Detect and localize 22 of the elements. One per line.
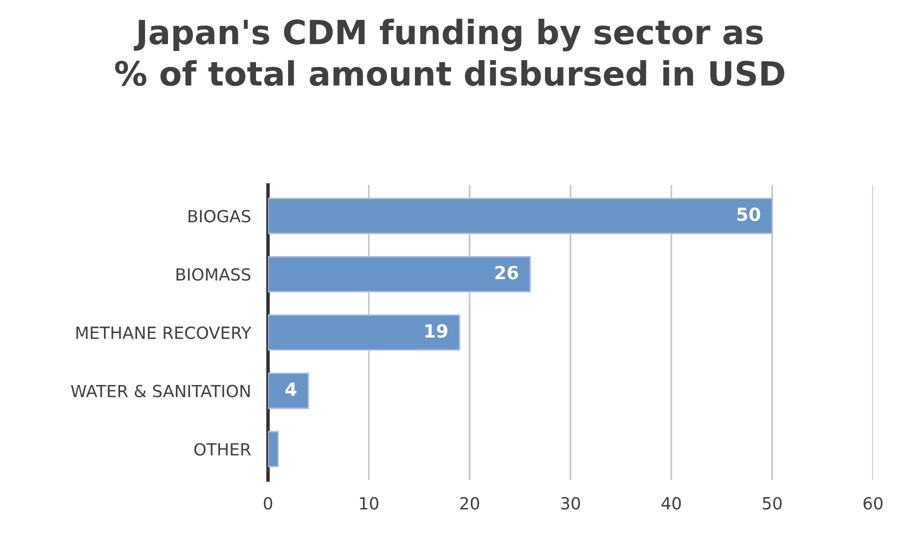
x-tick-label: 50 (762, 496, 782, 510)
y-tick-label: METHANE RECOVERY (76, 326, 252, 340)
x-tick-label: 30 (561, 496, 580, 510)
bar (268, 256, 531, 292)
x-tick-label: 40 (662, 496, 681, 510)
data-label: 26 (495, 266, 518, 280)
x-tick-label: 20 (460, 496, 480, 510)
y-tick-label: BIOGAS (188, 210, 250, 222)
x-tick-label: 60 (864, 496, 882, 510)
chart-title: Japan's CDM funding by sector as % of total amount disbursed in USD (115, 18, 784, 86)
data-label: 4 (285, 382, 296, 396)
data-label: 50 (737, 207, 760, 222)
data-label: 19 (425, 324, 448, 338)
y-tick-label: BIOMASS (176, 268, 250, 281)
bar (268, 430, 279, 468)
bar (268, 314, 460, 351)
y-tick-label: WATER & SANITATION (70, 384, 250, 398)
x-tick-label: 10 (360, 496, 378, 510)
bar (268, 198, 773, 234)
bar (268, 372, 310, 409)
x-tick-label: 0 (264, 496, 272, 510)
y-tick-label: OTHER (194, 443, 251, 456)
